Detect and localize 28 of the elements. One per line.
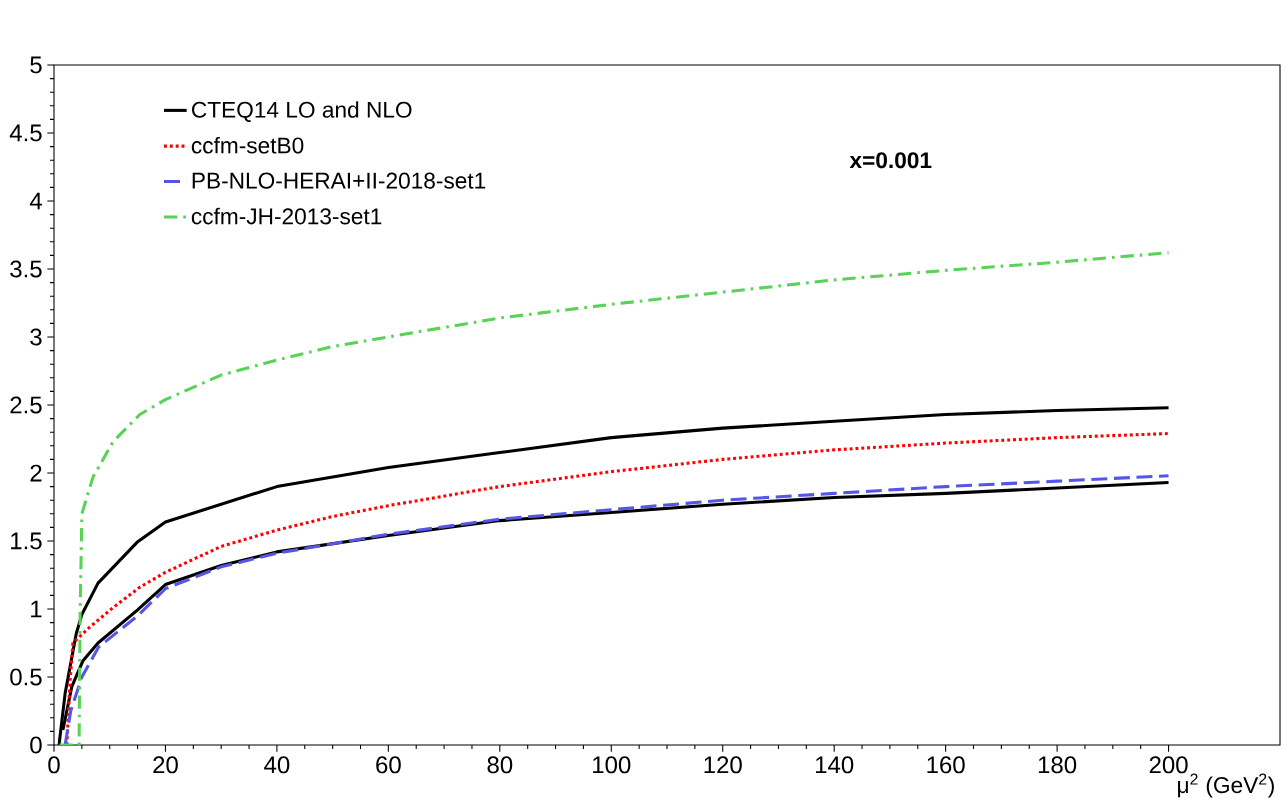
y-tick-label: 3.5	[10, 260, 42, 278]
legend-label: ccfm-setB0	[191, 136, 304, 154]
y-tick-label: 5	[30, 56, 42, 74]
y-tick-label: 1.5	[11, 532, 42, 550]
y-tick-label: 3	[30, 328, 42, 346]
x-tick-label: 180	[1038, 756, 1077, 774]
y-tick-label: 4.5	[9, 124, 42, 142]
x-tick-label: 60	[376, 756, 401, 774]
x-tick-label: 200	[1149, 756, 1188, 774]
y-tick-label: 2	[30, 464, 42, 482]
x-tick-label: 80	[487, 756, 513, 774]
legend-label: CTEQ14 LO and NLO	[192, 101, 412, 122]
y-tick-label: 1	[31, 600, 42, 618]
x-tick-label: 0	[48, 756, 60, 774]
y-tick-label: 0.5	[10, 668, 42, 686]
x-tick-label: 20	[153, 756, 178, 774]
annotation: x=0.001	[849, 152, 932, 169]
x-tick-label: 160	[927, 756, 965, 774]
legend-label: ccfm-JH-2013-set1	[191, 207, 382, 225]
legend-label: PB-NLO-HERAI+II-2018-set1	[192, 172, 486, 189]
y-tick-label: 4	[29, 192, 42, 210]
x-tick-label: 100	[593, 756, 631, 774]
x-axis-title: μ$^{2}$ (GeV$^{2}$)	[1178, 773, 1274, 798]
x-tick-label: 40	[264, 756, 290, 774]
x-tick-label: 140	[816, 756, 854, 774]
y-tick-label: 0	[30, 736, 42, 754]
y-tick-label: 2.5	[10, 396, 42, 414]
x-tick-label: 120	[704, 756, 742, 774]
